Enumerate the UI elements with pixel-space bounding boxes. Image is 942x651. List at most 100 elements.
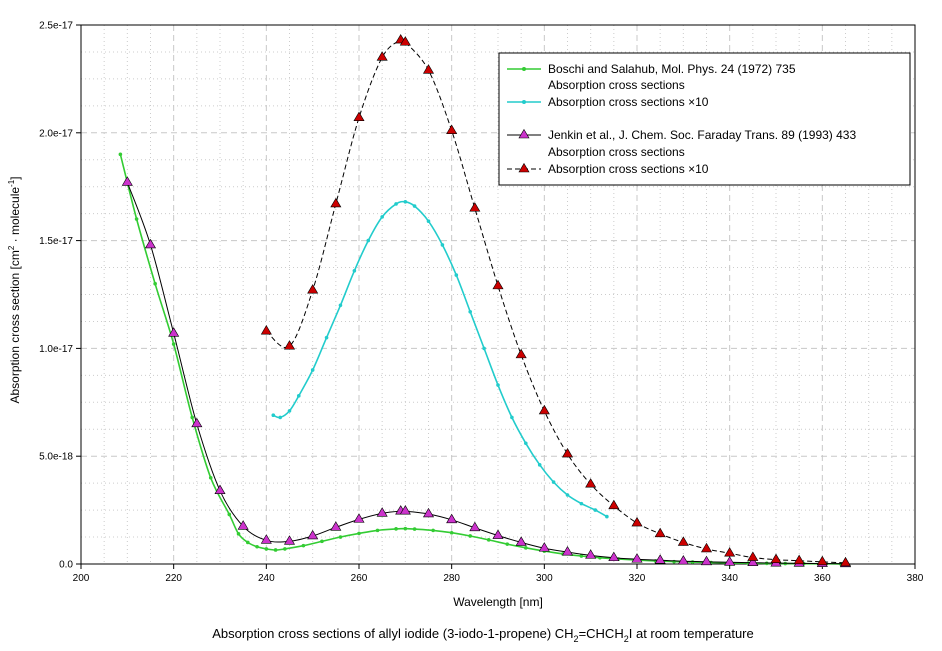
data-point [271, 413, 276, 418]
y-tick-label: 0.0 [59, 560, 73, 571]
data-point [446, 513, 458, 524]
data-point [482, 346, 486, 351]
data-point [486, 538, 491, 542]
x-tick-label: 260 [351, 573, 368, 584]
data-point [747, 551, 759, 561]
data-point [310, 368, 315, 372]
data-point [585, 478, 597, 488]
series-layer [118, 34, 852, 568]
data-point [208, 475, 213, 480]
data-point [747, 556, 759, 567]
data-point [561, 546, 574, 556]
data-point [394, 527, 398, 531]
data-point [357, 531, 361, 536]
data-point [654, 554, 666, 564]
x-tick-label: 380 [907, 573, 924, 584]
x-axis-ticks: 200 220 240 260 280 300 320 340 360 380 [73, 564, 924, 584]
data-point [585, 549, 597, 559]
x-tick-label: 280 [443, 573, 460, 584]
data-point [236, 532, 241, 536]
data-point [191, 417, 203, 428]
data-point [654, 527, 666, 538]
data-point [605, 514, 609, 519]
data-point [283, 547, 287, 551]
data-point [255, 544, 259, 549]
series-3 [260, 34, 852, 567]
legend-swatch-jenkin-marker [518, 128, 530, 139]
data-point [412, 204, 417, 208]
x-tick-label: 360 [814, 573, 831, 584]
data-point [608, 551, 620, 562]
data-point [227, 512, 232, 517]
legend-group1-entry-1: Absorption cross sections [548, 78, 685, 92]
data-point [677, 536, 689, 546]
data-point [468, 309, 473, 314]
data-point [171, 342, 176, 346]
data-point [214, 484, 226, 494]
data-point [376, 51, 388, 61]
data-point [144, 238, 157, 249]
data-point [376, 507, 388, 517]
data-point [399, 36, 411, 46]
data-point [524, 441, 528, 446]
legend-group1-title: Boschi and Salahub, Mol. Phys. 24 (1972)… [548, 62, 796, 76]
y-tick-label: 2.0e-17 [39, 128, 73, 139]
data-point [492, 529, 504, 539]
data-point [338, 535, 343, 539]
data-point [538, 542, 550, 552]
data-point [260, 534, 272, 544]
data-point [118, 152, 123, 157]
data-point [287, 409, 292, 413]
x-tick-label: 320 [629, 573, 646, 584]
chart-caption: Absorption cross sections of allyl iodid… [212, 626, 753, 644]
data-point [454, 273, 459, 277]
data-point [153, 281, 157, 286]
legend-swatch-jenkin-x10-marker [518, 162, 530, 173]
data-point [168, 327, 180, 337]
data-point [816, 555, 828, 566]
x-tick-label: 240 [258, 573, 275, 584]
data-point [273, 548, 278, 552]
legend-swatch-boschi-x10-marker [522, 100, 526, 104]
data-point [283, 535, 296, 545]
data-point [770, 553, 782, 563]
data-point [469, 521, 481, 532]
data-point [380, 215, 384, 219]
data-point [375, 528, 380, 533]
data-point [324, 335, 329, 340]
data-point [724, 547, 736, 557]
data-point [352, 268, 357, 273]
data-point [412, 527, 417, 531]
data-point [565, 493, 570, 497]
data-point [307, 529, 319, 540]
data-point [446, 124, 458, 134]
series-1 [271, 199, 609, 519]
plot-frame [80, 24, 916, 565]
data-point [264, 547, 269, 551]
y-axis-label: Absorption cross section [cm2 · molecule… [7, 176, 22, 403]
data-point [422, 64, 435, 74]
data-point [353, 513, 365, 523]
data-point [366, 238, 371, 243]
data-point [403, 526, 408, 531]
legend-group1-entry-2: Absorption cross sections ×10 [548, 95, 709, 109]
y-tick-label: 1.0e-17 [39, 344, 73, 355]
data-point [515, 348, 527, 359]
data-point [301, 543, 306, 548]
data-point [515, 536, 527, 546]
y-tick-label: 1.5e-17 [39, 236, 73, 247]
data-point [431, 528, 435, 533]
data-point [121, 176, 133, 186]
data-point [296, 394, 301, 398]
y-axis-ticks: 0.0 5.0e-18 1.0e-17 1.5e-17 2.0e-17 2.5e-17 [39, 21, 81, 571]
legend-group2-entry-1: Absorption cross sections [548, 145, 685, 159]
data-point [700, 542, 713, 553]
data-point [307, 284, 319, 294]
data-point [190, 415, 194, 420]
legend-group2-title: Jenkin et al., J. Chem. Soc. Faraday Tra… [548, 128, 856, 142]
data-point [134, 217, 139, 221]
x-axis-label: Wavelength [nm] [453, 595, 543, 609]
data-point [677, 555, 689, 565]
data-point [593, 508, 598, 512]
